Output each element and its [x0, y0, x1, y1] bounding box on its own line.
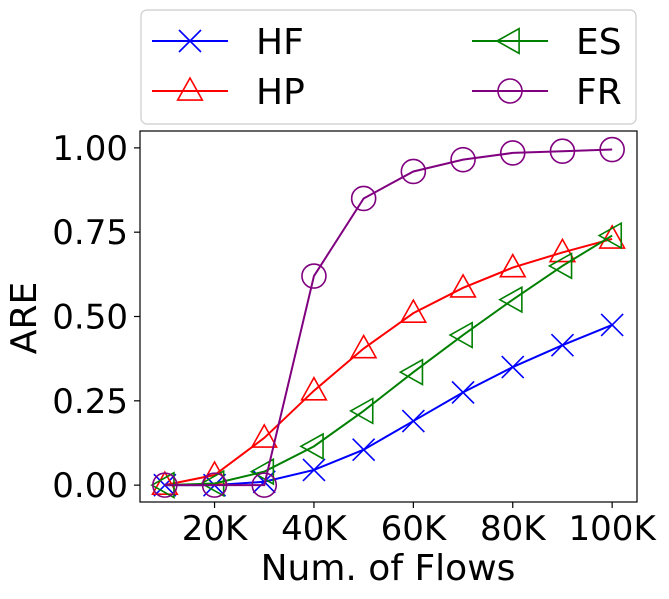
data-point-hp: [449, 273, 477, 298]
plot-frame: [139, 130, 638, 503]
x-tick-label: 80K: [480, 509, 547, 549]
x-tick-label: 60K: [381, 509, 448, 549]
legend-box: [140, 9, 637, 125]
data-point-hp: [300, 376, 328, 401]
legend-marker: [178, 29, 202, 53]
data-point-hp: [548, 237, 577, 263]
data-point-es: [299, 432, 324, 461]
data-point-hp: [499, 252, 527, 278]
y-tick-label: 0.75: [52, 213, 128, 253]
data-point-fr: [400, 158, 427, 185]
data-point-hf: [401, 409, 425, 433]
legend-marker: [497, 78, 523, 104]
legend-marker: [176, 76, 204, 101]
data-point-hp: [598, 224, 626, 249]
legend: HF HP ES FR: [140, 9, 637, 125]
legend-item-hp: HP: [152, 72, 305, 113]
series-line-es: [164, 234, 613, 487]
x-tick-label: 100K: [569, 509, 658, 549]
legend-item-hf: HF: [152, 22, 304, 63]
data-point-fr: [450, 146, 476, 173]
data-point-fr: [499, 140, 526, 166]
legend-label: HF: [256, 22, 304, 63]
series-line-hf: [164, 324, 613, 487]
y-tick-label: 0.25: [52, 382, 128, 422]
series-line-hp: [164, 237, 613, 487]
data-point-hp: [250, 423, 278, 448]
data-point-es: [498, 285, 523, 314]
y-tick-label: 1.00: [52, 129, 128, 169]
data-point-hf: [302, 458, 326, 482]
legend-item-fr: FR: [472, 72, 622, 113]
data-point-fr: [301, 263, 327, 289]
data-point-hf: [352, 438, 376, 462]
x-tick-label: 20K: [182, 509, 249, 549]
data-point-hp: [399, 298, 428, 324]
data-point-es: [547, 252, 573, 280]
y-tick-label: 0.50: [52, 298, 128, 338]
series-es: [150, 221, 623, 499]
data-point-fr: [599, 136, 625, 163]
x-tick-label: 40K: [281, 509, 348, 549]
data-point-hf: [550, 333, 575, 357]
y-tick-label: 0.00: [52, 466, 128, 506]
data-point-es: [349, 397, 374, 425]
y-axis-label: ARE: [4, 282, 45, 354]
data-point-es: [398, 358, 424, 386]
data-point-hf: [501, 355, 525, 379]
x-axis-label: Num. of Flows: [261, 548, 516, 589]
data-point-fr: [350, 185, 377, 212]
series-hp: [151, 224, 626, 496]
data-point-es: [199, 469, 225, 498]
legend-item-es: ES: [472, 22, 622, 63]
data-point-hp: [349, 333, 378, 359]
legend-label: HP: [256, 72, 305, 113]
legend-label: FR: [576, 72, 622, 113]
legend-marker: [495, 27, 520, 55]
series-fr: [152, 136, 625, 498]
data-point-es: [597, 221, 623, 250]
series-line-fr: [164, 148, 613, 487]
data-point-fr: [152, 472, 178, 498]
data-point-hf: [600, 313, 624, 337]
legend-label: ES: [576, 22, 622, 63]
data-point-es: [448, 321, 473, 349]
data-point-fr: [549, 138, 576, 165]
data-point-hp: [151, 470, 179, 496]
data-point-hf: [451, 380, 475, 404]
data-point-es: [249, 457, 275, 486]
data-point-fr: [201, 472, 228, 498]
data-point-fr: [251, 472, 278, 498]
